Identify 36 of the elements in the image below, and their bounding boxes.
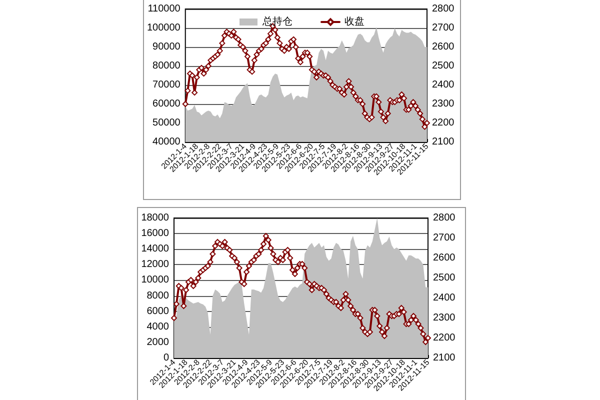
y-tick-label: 14000	[141, 244, 170, 255]
y2-tick-label: 2100	[433, 352, 456, 364]
y-tick-label: 50000	[152, 118, 181, 128]
y-tick-label: 100000	[146, 22, 181, 34]
y2-tick-label: 2300	[432, 98, 455, 110]
y2-tick-label: 2400	[433, 292, 456, 304]
y-tick-label: 80000	[152, 60, 181, 72]
y2-tick-label: 2200	[433, 332, 456, 344]
y-tick-label: 4000	[146, 321, 170, 332]
y-tick-label: 40000	[152, 136, 181, 148]
y-tick-label: 18000	[141, 212, 170, 224]
y-tick-label: 8000	[146, 290, 170, 302]
y2-tick-label: 2300	[433, 312, 456, 324]
y-tick-label: 2000	[146, 336, 170, 348]
y2-tick-label: 2700	[432, 22, 455, 34]
y-tick-label: 6000	[146, 306, 170, 317]
y-tick-label: 0	[163, 352, 170, 364]
y-tick-label: 90000	[152, 42, 181, 52]
legend-label: 收盘	[344, 16, 364, 28]
y2-tick-label: 2600	[433, 252, 456, 264]
y2-tick-label: 2500	[433, 272, 456, 284]
y2-tick-label: 2500	[432, 60, 455, 72]
y2-tick-label: 2700	[433, 232, 456, 244]
y2-tick-label: 2600	[432, 42, 455, 52]
y2-tick-label: 2400	[432, 80, 455, 90]
y2-tick-label: 2200	[432, 118, 455, 128]
y2-tick-label: 2100	[432, 136, 455, 148]
legend-label: 总持仓	[262, 16, 292, 28]
y-tick-label: 110000	[148, 4, 181, 14]
y-tick-label: 12000	[141, 259, 170, 270]
y2-tick-label: 2800	[433, 212, 456, 224]
y-tick-label: 70000	[152, 80, 181, 90]
y-tick-label: 10000	[141, 274, 170, 286]
y2-tick-label: 2800	[432, 4, 455, 14]
y-tick-label: 60000	[152, 98, 181, 110]
y-tick-label: 16000	[141, 228, 170, 240]
